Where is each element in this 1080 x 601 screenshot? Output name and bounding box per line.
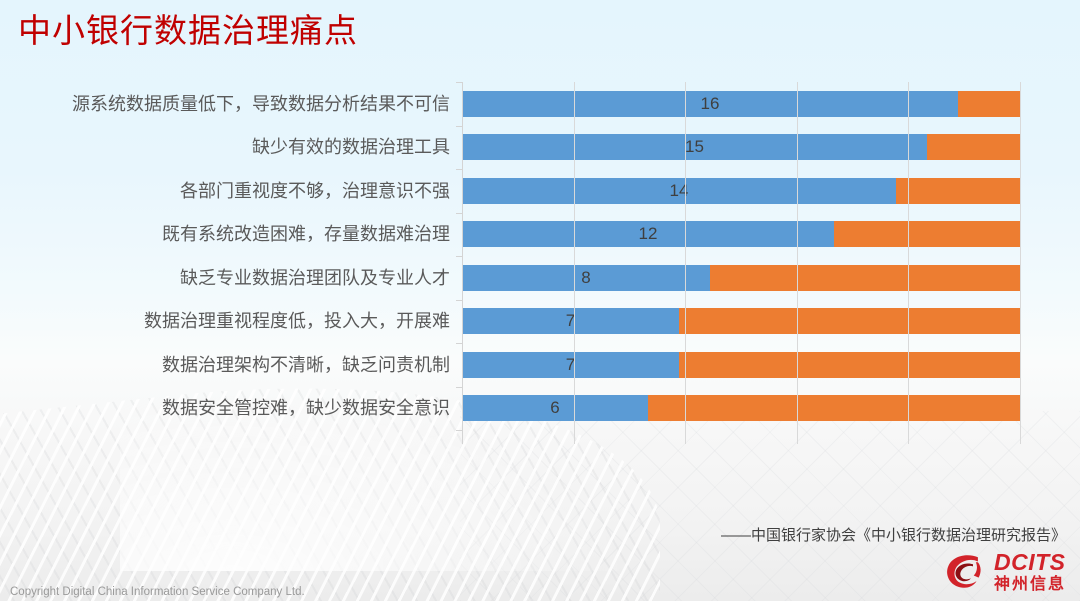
category-label: 数据安全管控难，缺少数据安全意识 — [162, 398, 450, 419]
chart-row: 缺乏专业数据治理团队及专业人才 8 — [0, 256, 1060, 300]
bar-area: 16 — [462, 82, 1020, 126]
bar-segment-remainder[interactable] — [648, 395, 1020, 422]
bar-segment-value[interactable]: 7 — [462, 308, 679, 335]
bar-value-label: 14 — [669, 180, 689, 200]
bar-value-label: 7 — [565, 311, 576, 331]
category-label: 缺少有效的数据治理工具 — [252, 137, 450, 158]
copyright-text: Copyright Digital China Information Serv… — [10, 586, 305, 598]
bar-area: 8 — [462, 256, 1020, 300]
bar-value-label: 6 — [550, 398, 560, 418]
chart-rows: 源系统数据质量低下，导致数据分析结果不可信 16 缺少有效的数据治理工具 15 各部门重… — [0, 82, 1060, 430]
bar-segment-remainder[interactable] — [710, 264, 1020, 291]
stacked-bar[interactable]: 12 — [462, 221, 1020, 248]
bar-area: 7 — [462, 300, 1020, 344]
bar-segment-remainder[interactable] — [958, 90, 1020, 117]
chart-row: 数据安全管控难，缺少数据安全意识 6 — [0, 387, 1060, 431]
bar-area: 15 — [462, 126, 1020, 170]
bar-segment-value[interactable]: 8 — [462, 264, 710, 291]
category-label: 数据治理重视程度低，投入大，开展难 — [144, 311, 450, 332]
bar-value-label: 12 — [638, 224, 658, 244]
bar-segment-value[interactable]: 12 — [462, 221, 834, 248]
stacked-bar[interactable]: 15 — [462, 134, 1020, 161]
logo-wordmark: DCITS 神州信息 — [994, 551, 1066, 593]
bar-segment-remainder[interactable] — [679, 308, 1020, 335]
bar-value-label: 8 — [581, 267, 591, 287]
axis-tick — [456, 430, 462, 431]
bar-segment-value[interactable]: 16 — [462, 90, 958, 117]
page-title: 中小银行数据治理痛点 — [18, 12, 358, 49]
chart-row: 数据治理重视程度低，投入大，开展难 7 — [0, 300, 1060, 344]
bar-segment-value[interactable]: 14 — [462, 177, 896, 204]
chart-row: 源系统数据质量低下，导致数据分析结果不可信 16 — [0, 82, 1060, 126]
chart-gridline — [573, 82, 575, 444]
category-label: 既有系统改造困难，存量数据难治理 — [162, 224, 450, 245]
bar-area: 12 — [462, 213, 1020, 257]
bar-value-label: 15 — [685, 137, 704, 157]
stacked-bar[interactable]: 8 — [462, 264, 1020, 291]
bar-area: 14 — [462, 169, 1020, 213]
logo-chinese-text: 神州信息 — [993, 576, 1066, 593]
bar-area: 7 — [462, 343, 1020, 387]
stacked-bar[interactable]: 14 — [462, 177, 1020, 204]
chart-row: 各部门重视度不够，治理意识不强 14 — [0, 169, 1060, 213]
bar-segment-remainder[interactable] — [834, 221, 1020, 248]
bar-segment-remainder[interactable] — [896, 177, 1020, 204]
bar-value-label: 7 — [565, 354, 576, 374]
bar-segment-remainder[interactable] — [679, 351, 1020, 378]
chart-gridline — [796, 82, 798, 444]
stacked-bar[interactable]: 7 — [462, 308, 1020, 335]
category-label: 缺乏专业数据治理团队及专业人才 — [180, 267, 450, 288]
chart-gridlines — [456, 82, 1021, 444]
dcits-swoosh-icon — [947, 555, 981, 588]
source-citation: ——中国银行家协会《中小银行数据治理研究报告》 — [720, 527, 1066, 544]
category-label: 源系统数据质量低下，导致数据分析结果不可信 — [72, 93, 450, 114]
logo-english-text: DCITS — [993, 549, 1066, 575]
stacked-bar[interactable]: 16 — [462, 90, 1020, 117]
stacked-bar-chart: 源系统数据质量低下，导致数据分析结果不可信 16 缺少有效的数据治理工具 15 各部门重… — [0, 82, 1060, 462]
dcits-logo: DCITS 神州信息 — [945, 551, 1066, 593]
chart-grid-host — [456, 82, 1021, 444]
chart-gridline — [685, 82, 687, 444]
chart-row: 数据治理架构不清晰，缺乏问责机制 7 — [0, 343, 1060, 387]
category-label: 数据治理架构不清晰，缺乏问责机制 — [162, 354, 450, 375]
chart-row: 既有系统改造困难，存量数据难治理 12 — [0, 213, 1060, 257]
category-label: 各部门重视度不够，治理意识不强 — [180, 180, 450, 201]
bar-value-label: 16 — [700, 93, 720, 113]
stacked-bar[interactable]: 7 — [462, 351, 1020, 378]
chart-gridline — [908, 82, 910, 444]
stacked-bar[interactable]: 6 — [462, 395, 1020, 422]
bar-segment-remainder[interactable] — [927, 134, 1020, 161]
bar-segment-value[interactable]: 7 — [462, 351, 679, 378]
bar-area: 6 — [462, 387, 1020, 431]
bar-segment-value[interactable]: 6 — [462, 395, 648, 422]
chart-axis-line — [462, 82, 463, 444]
chart-row: 缺少有效的数据治理工具 15 — [0, 126, 1060, 170]
bar-segment-value[interactable]: 15 — [462, 134, 927, 161]
